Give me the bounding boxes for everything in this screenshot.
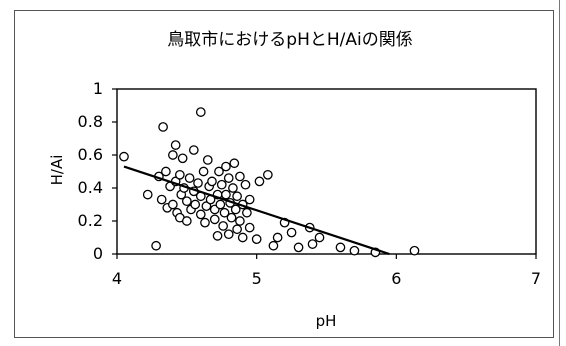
data-point [207, 176, 217, 187]
data-point [307, 239, 318, 249]
data-point [209, 214, 220, 225]
data-point [156, 194, 167, 205]
data-point [188, 145, 199, 155]
x-tick-label: 4 [112, 269, 122, 288]
data-point [268, 240, 279, 251]
trendline [123, 165, 390, 256]
data-point [168, 150, 178, 160]
data-point [195, 107, 206, 117]
data-point [198, 166, 209, 177]
data-point [228, 183, 238, 193]
data-point [251, 234, 262, 244]
data-point [200, 217, 210, 228]
data-point [184, 173, 195, 183]
data-point [190, 199, 201, 210]
scatter-points [119, 107, 420, 258]
data-point [151, 240, 161, 251]
data-point [223, 173, 234, 183]
data-point [216, 179, 227, 190]
x-tick-label: 6 [391, 269, 401, 288]
chart-frame [14, 10, 554, 338]
y-axis-label: H/Ai [48, 155, 66, 186]
data-point [232, 191, 242, 202]
data-point [262, 169, 273, 180]
data-point [177, 153, 188, 164]
data-point [293, 242, 304, 253]
x-axis-ticks: 4 5 6 7 [112, 254, 541, 288]
data-point [212, 231, 223, 241]
x-tick-label: 7 [531, 269, 541, 288]
data-point [235, 171, 245, 182]
data-point [219, 207, 230, 218]
data-point [195, 209, 206, 220]
data-point [221, 161, 231, 172]
data-point [409, 245, 420, 256]
y-tick-label: 0.4 [78, 178, 103, 197]
data-point [181, 216, 192, 226]
data-point [349, 245, 360, 256]
data-point [229, 158, 240, 169]
data-point [272, 232, 283, 243]
data-point [170, 140, 181, 150]
data-point [175, 169, 185, 180]
data-point [181, 196, 192, 207]
data-point [230, 204, 241, 215]
data-point [232, 224, 242, 235]
data-point [214, 166, 224, 177]
data-point [202, 155, 213, 165]
x-tick-label: 5 [252, 269, 262, 288]
data-point [242, 207, 252, 218]
data-point [240, 179, 251, 190]
page-border-line [559, 0, 560, 346]
y-tick-label: 0.6 [78, 145, 103, 164]
data-point [193, 178, 203, 188]
data-point [221, 189, 231, 200]
data-point [335, 242, 346, 253]
data-point [237, 232, 248, 243]
data-point [244, 222, 255, 233]
chart-title: 鳥取市におけるpHとH/Aiの関係 [167, 30, 412, 50]
data-point [168, 199, 178, 210]
data-point [158, 122, 168, 132]
y-tick-label: 0 [93, 244, 103, 263]
data-point [218, 221, 228, 231]
y-tick-label: 1 [93, 79, 103, 98]
plot-area-border [116, 88, 537, 255]
data-point [254, 176, 265, 187]
y-axis-ticks: 0 0.2 0.4 0.6 0.8 1 [78, 79, 117, 263]
data-point [119, 151, 129, 162]
y-tick-label: 0.8 [78, 112, 103, 131]
data-point [235, 216, 245, 226]
data-point [215, 199, 226, 210]
y-tick-label: 0.2 [78, 211, 103, 230]
data-point [244, 194, 255, 205]
data-point [226, 212, 237, 223]
data-point [286, 227, 297, 238]
data-point [161, 166, 171, 177]
data-point [314, 232, 325, 243]
x-axis-label: pH [316, 312, 337, 330]
data-point [223, 229, 234, 240]
data-point [142, 189, 153, 200]
